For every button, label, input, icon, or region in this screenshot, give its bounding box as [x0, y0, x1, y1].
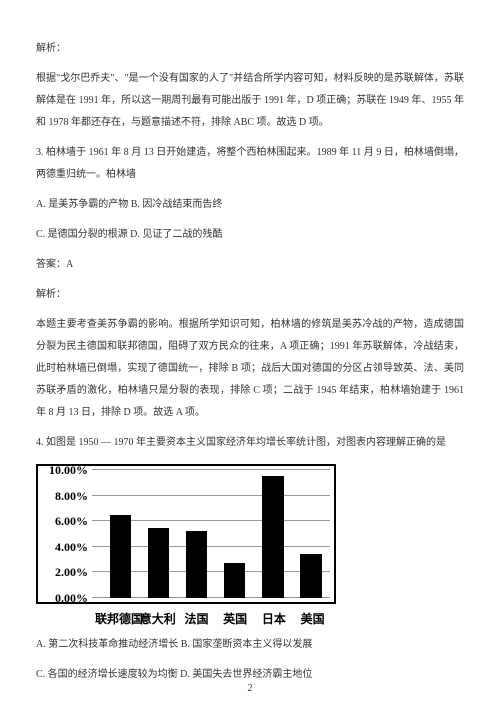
bar-chart: 0.00% 2.00% 4.00% 6.00% 8.00% 10.00% 联邦德国意大利法… [36, 464, 464, 626]
answer-3: 答案：A [36, 254, 464, 276]
x-tick-label: 联邦德国 [95, 606, 143, 632]
y-tick-label: 4.00% [55, 541, 88, 553]
bar [186, 531, 207, 598]
question-4-options-ab: A. 第二次科技革命推动经济增长 B. 国家垄断资本主义得以发展 [36, 634, 464, 656]
y-tick-label: 2.00% [55, 566, 88, 578]
y-tick-label: 8.00% [55, 490, 88, 502]
bar [300, 554, 321, 598]
y-axis-labels: 0.00%2.00%4.00%6.00%8.00%10.00% [40, 470, 90, 598]
x-tick-label: 日本 [262, 606, 286, 632]
analysis-text-2: 本题主要考查美苏争霸的影响。根据所学知识可知，柏林墙的修筑是美苏冷战的产物，造成… [36, 314, 464, 424]
bar [262, 476, 283, 598]
question-3-options-cd: C. 是德国分裂的根源 D. 见证了二战的残酷 [36, 224, 464, 246]
analysis-label: 解析： [36, 38, 464, 60]
y-tick-label: 10.00% [49, 464, 88, 476]
x-tick-label: 法国 [184, 606, 208, 632]
bar [148, 528, 169, 598]
y-tick-label: 6.00% [55, 515, 88, 527]
analysis-label-2: 解析： [36, 284, 464, 306]
question-3-stem: 3. 柏林墙于 1961 年 8 月 13 日开始建造，将整个西柏林围起来。19… [36, 142, 464, 186]
analysis-text-1: 根据"戈尔巴乔夫"、"是一个没有国家的人了"并结合所学内容可知，材料反映的是苏联… [36, 68, 464, 134]
question-3-options-ab: A. 是美苏争霸的产物 B. 因冷战结束而告终 [36, 194, 464, 216]
x-axis-labels: 联邦德国意大利法国英国日本美国 [36, 604, 336, 626]
x-tick-label: 意大利 [140, 606, 176, 632]
x-tick-label: 美国 [301, 606, 325, 632]
bar [224, 563, 245, 598]
question-4-stem: 4. 如图是 1950 — 1970 年主要资本主义国家经济年均增长率统计图，对… [36, 432, 464, 454]
page-number: 2 [0, 678, 500, 700]
x-tick-label: 英国 [223, 606, 247, 632]
bar [110, 515, 131, 598]
y-tick-label: 0.00% [55, 592, 88, 604]
plot-area [92, 470, 330, 598]
